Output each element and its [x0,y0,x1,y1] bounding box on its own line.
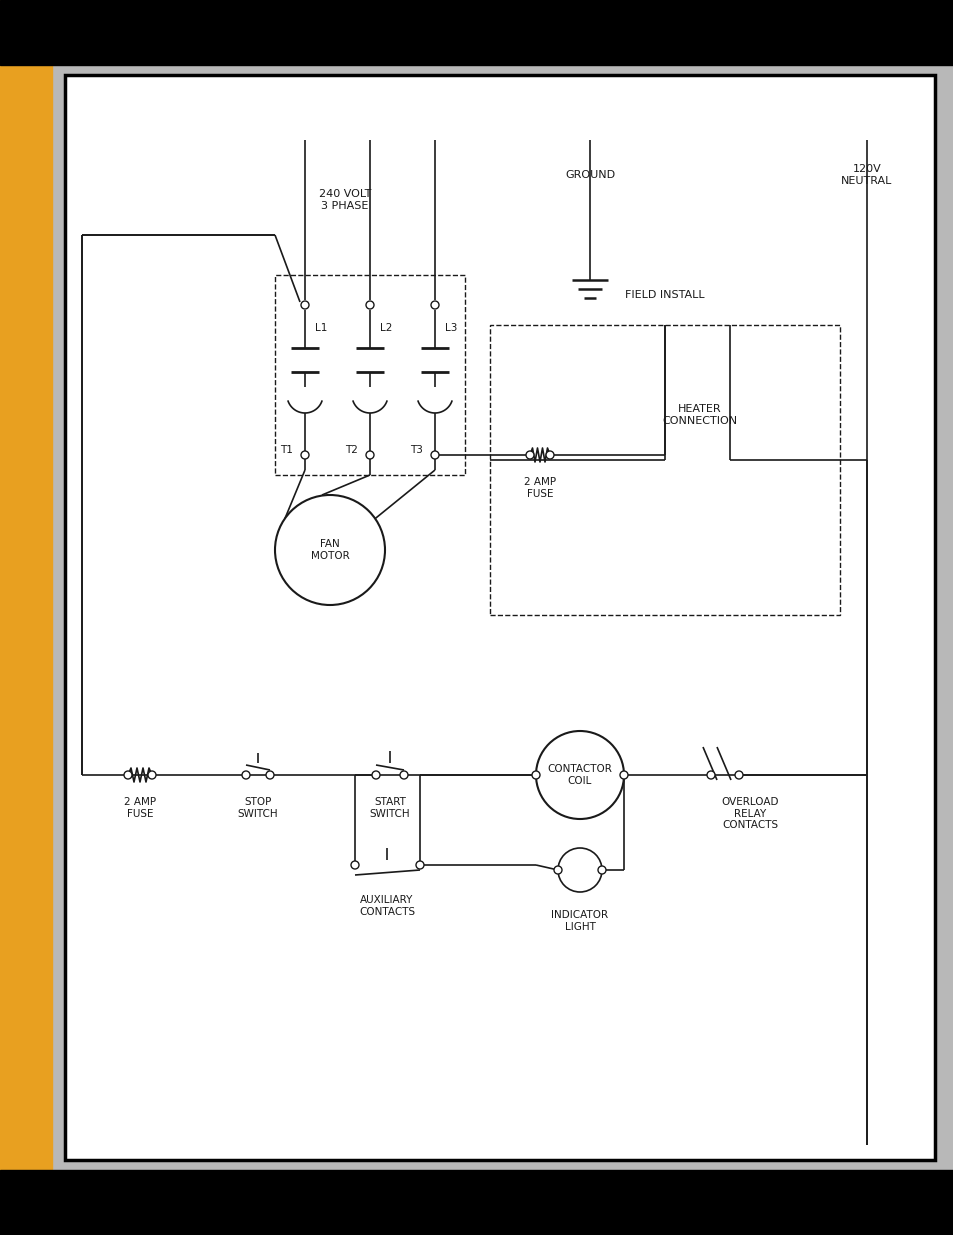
Text: OVERLOAD
RELAY
CONTACTS: OVERLOAD RELAY CONTACTS [720,797,778,830]
Bar [490,325,840,615]
Circle shape [545,451,554,459]
Circle shape [536,731,623,819]
Circle shape [266,771,274,779]
Circle shape [598,866,605,874]
Text: L2: L2 [379,324,392,333]
Circle shape [242,771,250,779]
Text: 2 AMP
FUSE: 2 AMP FUSE [124,797,156,819]
Bar [0,0,52,1235]
Text: FAN
MOTOR: FAN MOTOR [311,540,349,561]
Circle shape [619,771,627,779]
Text: T3: T3 [410,445,422,454]
Circle shape [532,771,539,779]
Text: START
SWITCH: START SWITCH [370,797,410,819]
Text: INDICATOR
LIGHT: INDICATOR LIGHT [551,910,608,931]
Text: T1: T1 [280,445,293,454]
Circle shape [399,771,408,779]
Text: 240 VOLT
3 PHASE: 240 VOLT 3 PHASE [318,189,371,211]
Circle shape [558,848,601,892]
Text: 120V
NEUTRAL: 120V NEUTRAL [841,164,892,185]
Circle shape [554,866,561,874]
Circle shape [431,301,438,309]
Circle shape [301,451,309,459]
Text: HEATER
CONNECTION: HEATER CONNECTION [661,404,737,426]
Text: CONTACTOR
COIL: CONTACTOR COIL [547,764,612,785]
Bar [65,75,934,1160]
Text: FIELD INSTALL: FIELD INSTALL [624,290,704,300]
Circle shape [366,451,374,459]
Circle shape [416,861,423,869]
Circle shape [734,771,742,779]
Circle shape [274,495,385,605]
Text: AUXILIARY
CONTACTS: AUXILIARY CONTACTS [358,895,415,916]
Text: L1: L1 [314,324,327,333]
Circle shape [525,451,534,459]
Bar [274,275,464,475]
Circle shape [706,771,714,779]
Circle shape [124,771,132,779]
Text: STOP
SWITCH: STOP SWITCH [237,797,278,819]
Circle shape [148,771,156,779]
Bar [0,1170,953,1235]
Text: L3: L3 [444,324,456,333]
Bar [0,0,953,65]
Text: GROUND: GROUND [564,170,615,180]
Circle shape [366,301,374,309]
Text: 2 AMP
FUSE: 2 AMP FUSE [523,477,556,499]
Circle shape [301,301,309,309]
Circle shape [431,451,438,459]
Circle shape [351,861,358,869]
Circle shape [372,771,379,779]
Text: T2: T2 [345,445,357,454]
